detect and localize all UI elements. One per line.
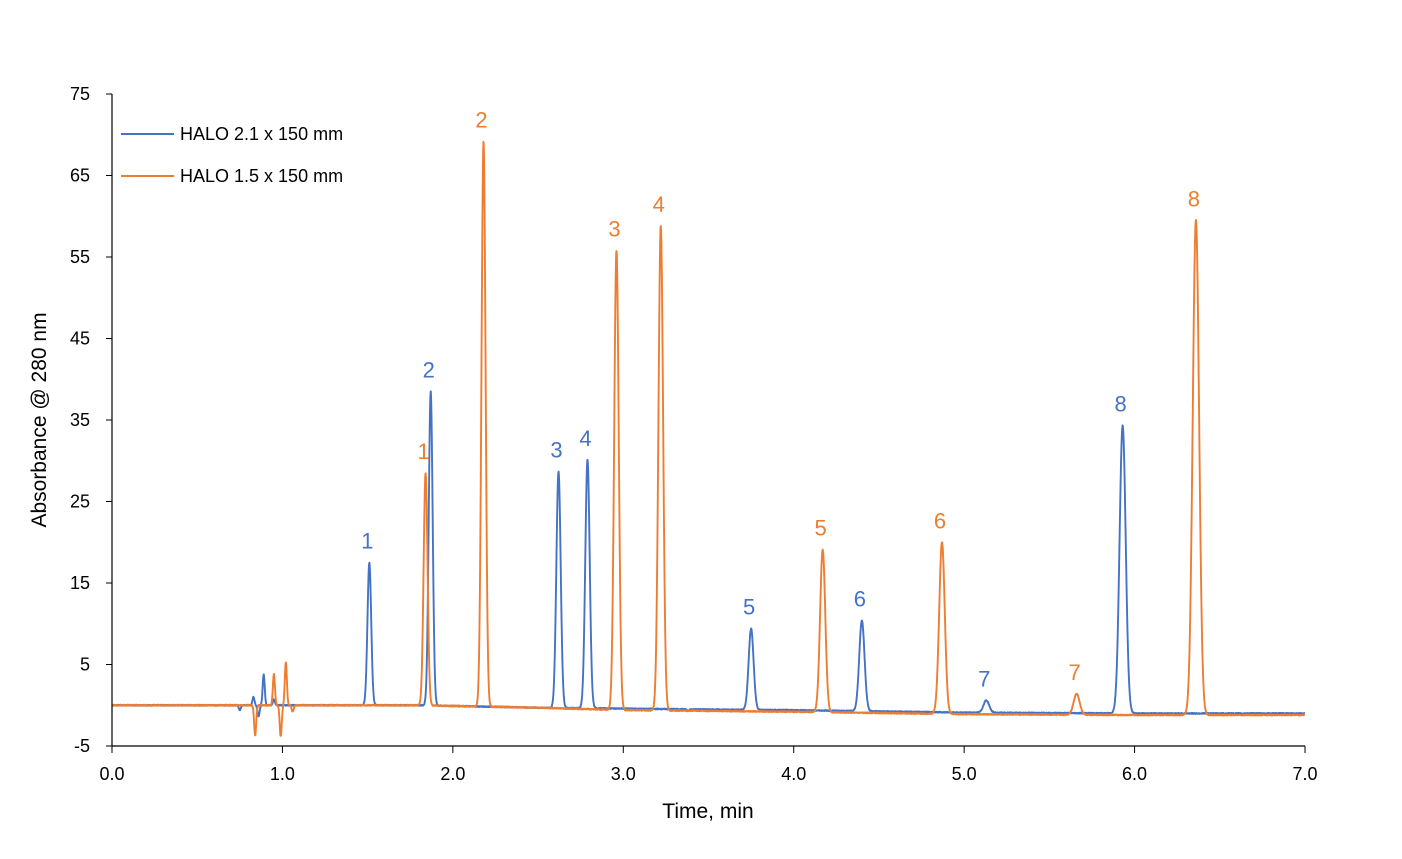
legend: HALO 2.1 x 150 mm HALO 1.5 x 150 mm: [121, 124, 343, 186]
x-tick-label: 1.0: [270, 764, 295, 784]
x-axis-ticks: 0.0 1.0 2.0 3.0 4.0 5.0 6.0 7.0: [99, 746, 1318, 784]
y-axis-ticks: -5 5 15 25 35 45 55 65 75: [70, 84, 112, 756]
x-tick-label: 6.0: [1122, 764, 1147, 784]
peak-label: 8: [1115, 392, 1127, 417]
x-tick-label: 3.0: [611, 764, 636, 784]
peak-label: 5: [815, 516, 827, 541]
series-line-halo-1-5: [111, 140, 1306, 737]
peak-label: 7: [1069, 660, 1081, 685]
y-tick-label: 5: [80, 655, 90, 675]
y-tick-label: 75: [70, 84, 90, 104]
y-tick-label: 45: [70, 329, 90, 349]
peak-label: 4: [653, 192, 665, 217]
x-tick-label: 5.0: [952, 764, 977, 784]
peak-label: 4: [579, 426, 591, 451]
peak-label: 1: [417, 439, 429, 464]
peak-label: 1: [361, 529, 373, 554]
peak-label: 7: [978, 666, 990, 691]
legend-label-halo-1-5: HALO 1.5 x 150 mm: [180, 166, 343, 186]
peak-label: 3: [608, 216, 620, 241]
peak-label: 2: [423, 357, 435, 382]
peak-label: 2: [475, 107, 487, 132]
x-tick-label: 7.0: [1292, 764, 1317, 784]
y-axis-title: Absorbance @ 280 nm: [28, 312, 51, 527]
legend-label-halo-2-1: HALO 2.1 x 150 mm: [180, 124, 343, 144]
y-tick-label: 55: [70, 247, 90, 267]
series-line-halo-2-1: [111, 390, 1306, 718]
peak-label: 8: [1188, 186, 1200, 211]
x-tick-label: 0.0: [99, 764, 124, 784]
y-tick-label: 35: [70, 410, 90, 430]
x-tick-label: 2.0: [440, 764, 465, 784]
peak-label: 6: [854, 586, 866, 611]
traces-layer: [111, 140, 1306, 737]
x-axis-title: Time, min: [662, 800, 753, 823]
peak-label: 6: [934, 508, 946, 533]
peak-label: 5: [743, 595, 755, 620]
y-tick-label: 65: [70, 166, 90, 186]
peak-label: 3: [550, 437, 562, 462]
y-tick-label: 25: [70, 492, 90, 512]
y-tick-label: -5: [74, 736, 90, 756]
y-tick-label: 15: [70, 573, 90, 593]
x-tick-label: 4.0: [781, 764, 806, 784]
